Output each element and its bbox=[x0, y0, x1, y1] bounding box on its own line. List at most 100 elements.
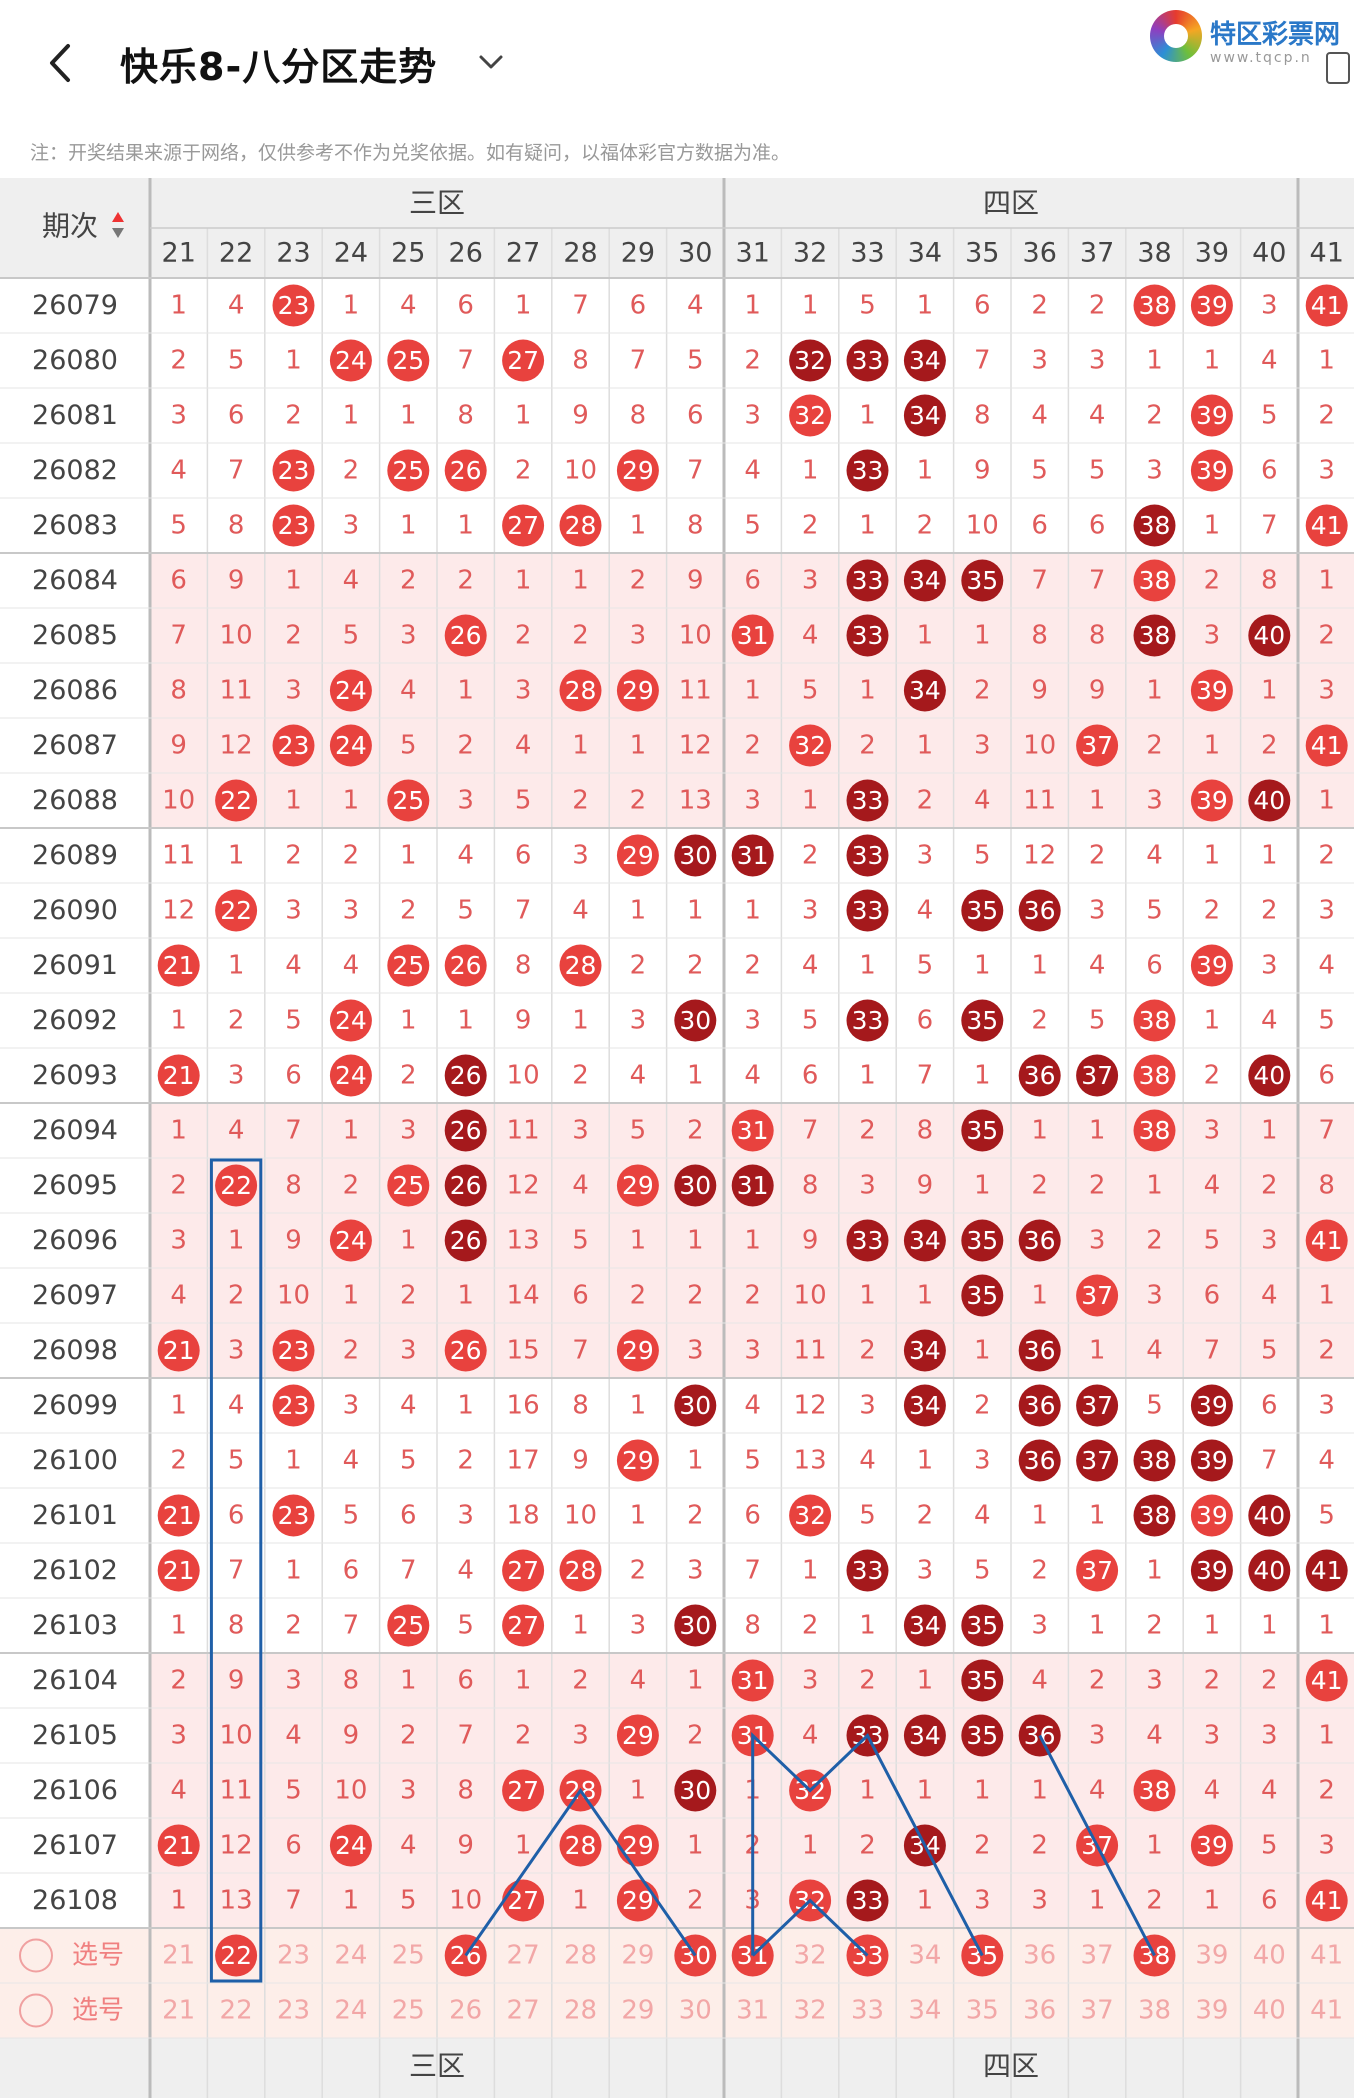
select-number[interactable]: 28 bbox=[564, 1941, 597, 1971]
select-number[interactable]: 41 bbox=[1310, 1941, 1343, 1971]
drawn-ball bbox=[674, 1604, 717, 1647]
select-number[interactable]: 34 bbox=[908, 1941, 941, 1971]
ball-number: 29 bbox=[622, 1171, 654, 1200]
miss-count: 3 bbox=[285, 1666, 302, 1696]
select-number[interactable]: 39 bbox=[1195, 1941, 1228, 1971]
select-number[interactable]: 37 bbox=[1081, 1941, 1114, 1971]
miss-count: 15 bbox=[507, 1336, 540, 1366]
select-number[interactable]: 28 bbox=[564, 1996, 597, 2026]
picked-number[interactable]: 22 bbox=[220, 1941, 252, 1970]
select-number[interactable]: 40 bbox=[1253, 1996, 1286, 2026]
miss-count: 2 bbox=[572, 1061, 589, 1091]
select-radio[interactable] bbox=[19, 1993, 53, 2028]
select-number[interactable]: 23 bbox=[277, 1996, 310, 2026]
select-number[interactable]: 35 bbox=[966, 1996, 999, 2026]
drawn-ball bbox=[846, 449, 889, 492]
select-number[interactable]: 23 bbox=[277, 1941, 310, 1971]
picked-ball[interactable] bbox=[215, 1934, 258, 1977]
column-header: 33 bbox=[850, 238, 884, 269]
miss-count: 2 bbox=[1031, 1171, 1048, 1201]
miss-count: 5 bbox=[859, 291, 876, 321]
miss-count: 2 bbox=[228, 1281, 245, 1311]
select-radio[interactable] bbox=[19, 1938, 53, 1973]
miss-count: 2 bbox=[343, 1171, 360, 1201]
drawn-ball bbox=[329, 1219, 372, 1262]
select-number[interactable]: 37 bbox=[1081, 1996, 1114, 2026]
miss-count: 11 bbox=[507, 1116, 540, 1146]
select-number[interactable]: 29 bbox=[621, 1941, 654, 1971]
select-number[interactable]: 21 bbox=[162, 1996, 195, 2026]
miss-count: 1 bbox=[1318, 566, 1335, 596]
ball-number: 21 bbox=[163, 1061, 195, 1090]
period-label: 26088 bbox=[32, 785, 118, 816]
select-number[interactable]: 24 bbox=[334, 1996, 367, 2026]
select-number[interactable]: 29 bbox=[621, 1996, 654, 2026]
miss-count: 4 bbox=[1031, 1666, 1048, 1696]
miss-count: 1 bbox=[170, 1006, 187, 1036]
select-number[interactable]: 26 bbox=[449, 1996, 482, 2026]
select-number[interactable]: 33 bbox=[851, 1996, 884, 2026]
miss-count: 1 bbox=[1318, 1721, 1335, 1751]
select-number[interactable]: 27 bbox=[507, 1996, 540, 2026]
miss-count: 2 bbox=[1204, 1666, 1221, 1696]
column-header: 22 bbox=[219, 238, 253, 269]
select-number[interactable]: 36 bbox=[1023, 1941, 1056, 1971]
miss-count: 2 bbox=[515, 1721, 532, 1751]
period-label: 26089 bbox=[32, 840, 118, 871]
ball-number: 41 bbox=[1311, 511, 1343, 540]
ball-number: 33 bbox=[852, 566, 884, 595]
miss-count: 12 bbox=[1023, 841, 1056, 871]
select-number[interactable]: 24 bbox=[334, 1941, 367, 1971]
select-number[interactable]: 34 bbox=[908, 1996, 941, 2026]
sort-down-icon[interactable] bbox=[112, 228, 124, 238]
miss-count: 1 bbox=[802, 1556, 819, 1586]
miss-count: 2 bbox=[1318, 621, 1335, 651]
select-number[interactable]: 27 bbox=[507, 1941, 540, 1971]
select-number[interactable]: 36 bbox=[1023, 1996, 1056, 2026]
column-header: 41 bbox=[1310, 238, 1344, 269]
select-number[interactable]: 25 bbox=[392, 1941, 425, 1971]
miss-count: 7 bbox=[343, 1611, 360, 1641]
miss-count: 2 bbox=[228, 1006, 245, 1036]
ball-number: 32 bbox=[794, 731, 826, 760]
chevron-left-icon[interactable] bbox=[38, 38, 88, 88]
ball-number: 29 bbox=[622, 676, 654, 705]
miss-count: 2 bbox=[1261, 1666, 1278, 1696]
ball-number: 38 bbox=[1139, 621, 1171, 650]
drawn-ball bbox=[1133, 284, 1176, 327]
miss-count: 1 bbox=[917, 1281, 934, 1311]
phone-icon[interactable] bbox=[1326, 52, 1350, 84]
select-number[interactable]: 32 bbox=[794, 1941, 827, 1971]
ball-number: 26 bbox=[450, 1171, 482, 1200]
ball-number: 21 bbox=[163, 1831, 195, 1860]
select-number[interactable]: 40 bbox=[1253, 1941, 1286, 1971]
select-label[interactable]: 选号 bbox=[72, 1996, 124, 2026]
miss-count: 5 bbox=[170, 511, 187, 541]
miss-count: 10 bbox=[564, 456, 597, 486]
miss-count: 3 bbox=[1089, 346, 1106, 376]
select-label[interactable]: 选号 bbox=[72, 1941, 124, 1971]
miss-count: 4 bbox=[1261, 1776, 1278, 1806]
select-number[interactable]: 31 bbox=[736, 1996, 769, 2026]
period-label: 26081 bbox=[32, 400, 118, 431]
select-number[interactable]: 21 bbox=[162, 1941, 195, 1971]
select-number[interactable]: 30 bbox=[679, 1996, 712, 2026]
select-number[interactable]: 41 bbox=[1310, 1996, 1343, 2026]
select-number[interactable]: 39 bbox=[1195, 1996, 1228, 2026]
miss-count: 1 bbox=[457, 1281, 474, 1311]
miss-count: 5 bbox=[457, 896, 474, 926]
miss-count: 7 bbox=[572, 1336, 589, 1366]
miss-count: 3 bbox=[1146, 786, 1163, 816]
select-number[interactable]: 32 bbox=[794, 1996, 827, 2026]
sort-up-icon[interactable] bbox=[112, 212, 124, 222]
miss-count: 2 bbox=[630, 1281, 647, 1311]
miss-count: 7 bbox=[228, 456, 245, 486]
period-label: 26083 bbox=[32, 510, 118, 541]
select-number[interactable]: 38 bbox=[1138, 1996, 1171, 2026]
chevron-down-icon[interactable] bbox=[476, 50, 506, 74]
select-number[interactable]: 22 bbox=[220, 1996, 253, 2026]
miss-count: 2 bbox=[802, 841, 819, 871]
ball-number: 33 bbox=[852, 841, 884, 870]
ball-number: 32 bbox=[794, 346, 826, 375]
select-number[interactable]: 25 bbox=[392, 1996, 425, 2026]
